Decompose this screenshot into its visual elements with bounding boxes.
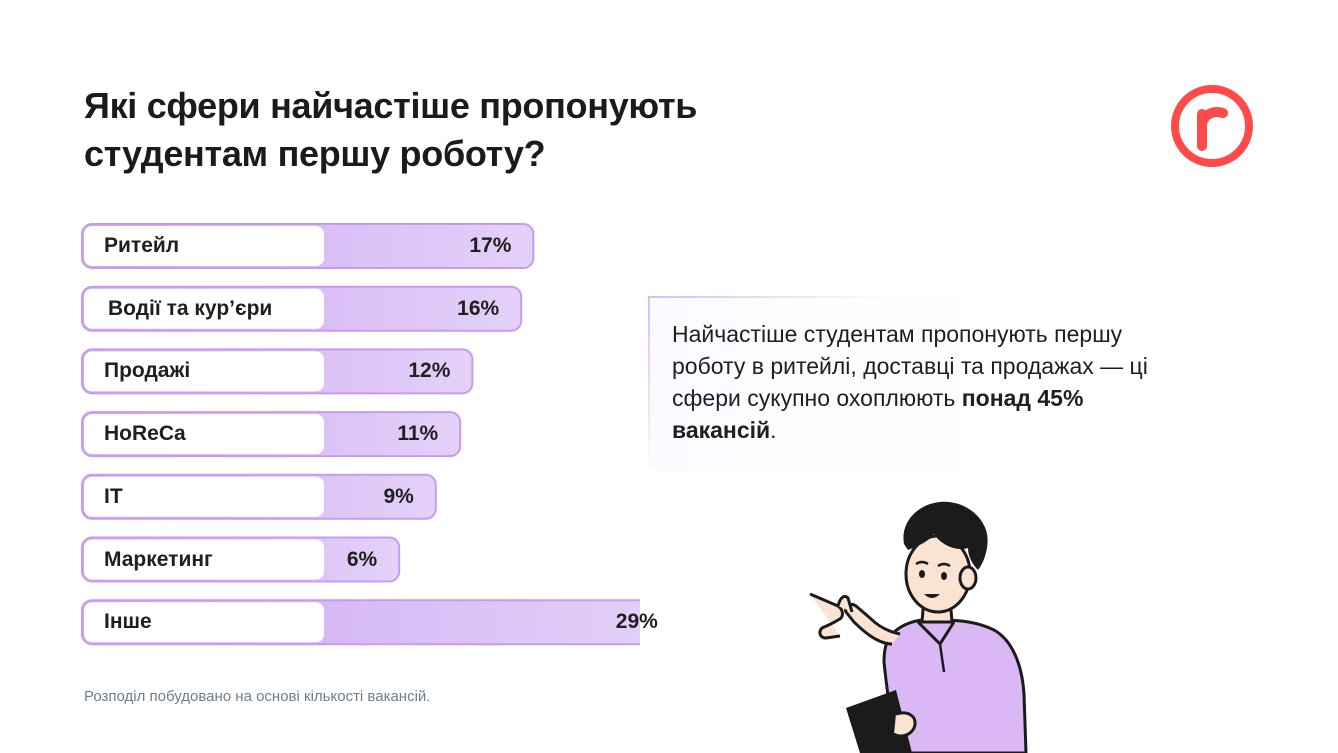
bar-label-box-0: [84, 226, 324, 266]
value-label-5: 6%: [346, 547, 378, 571]
student-pointing-illustration: [809, 501, 1028, 753]
bar-label-box-4: [84, 476, 324, 517]
footnote: Розподіл побудовано на основі кількості …: [84, 688, 431, 705]
value-label-3: 11%: [397, 422, 439, 446]
summary-callout: Найчастіше студентам пропонують першу ро…: [648, 296, 1208, 472]
category-label-5: Маркетинг: [104, 547, 213, 571]
bar-chart-svg: [81, 223, 640, 646]
bar-label-box-1: [84, 288, 324, 329]
value-label-2: 12%: [408, 359, 451, 383]
title-line-2: студентам першу роботу?: [84, 133, 546, 174]
bar-label-box-2: [84, 351, 324, 392]
callout-text-end: .: [770, 417, 777, 443]
category-label-3: HoReCa: [104, 422, 186, 446]
value-label-4: 9%: [383, 484, 414, 508]
bar-chart: Ритейл 17% Водії та кур’єри 16% Продажі 12% Ho…: [80, 220, 658, 650]
category-label-0: Ритейл: [104, 234, 180, 257]
value-label-0: 17%: [469, 234, 512, 257]
bar-label-box-6: [84, 602, 324, 643]
category-label-1: Водії та кур’єри: [108, 296, 273, 320]
category-label-4: IT: [104, 484, 123, 508]
value-label-1: 16%: [457, 296, 500, 320]
title-line-1: Які сфери найчастіше пропонують: [84, 85, 698, 126]
bar-label-box-3: [84, 414, 324, 455]
callout-text-plain: Найчастіше студентам пропонують першу ро…: [672, 321, 1148, 411]
page-title: Які сфери найчастіше пропонують студента…: [84, 82, 984, 178]
callout-text-bold: понад 45% вакансій: [672, 385, 1084, 443]
category-label-2: Продажі: [104, 359, 191, 383]
callout-text: Найчастіше студентам пропонують першу ро…: [672, 318, 1192, 446]
value-label-6: 29%: [615, 610, 658, 634]
bar-label-box-5: [84, 539, 324, 580]
category-label-6: Інше: [104, 610, 152, 634]
r-logo-icon: [1171, 85, 1253, 167]
